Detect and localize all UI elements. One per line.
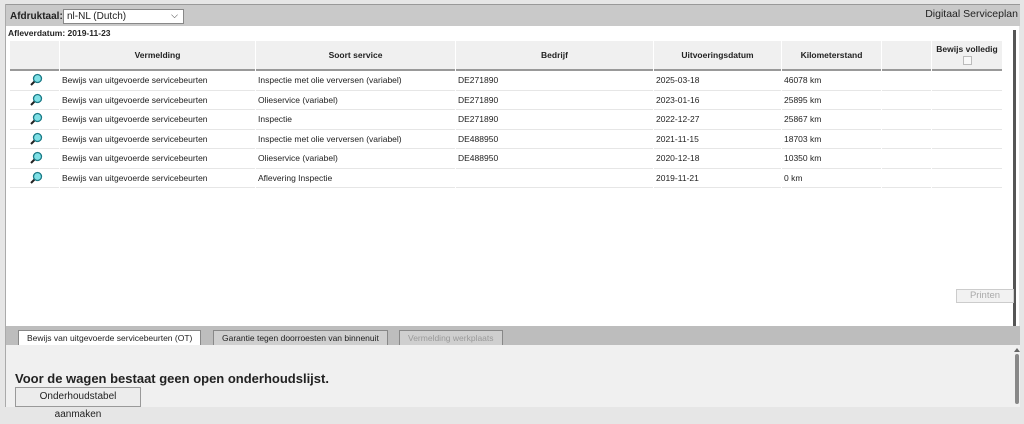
maintenance-panel: Voor de wagen bestaat geen open onderhou…	[6, 345, 1020, 420]
col-vermelding: Vermelding	[60, 41, 255, 71]
table-row[interactable]: Bewijs van uitgevoerde servicebeurten Ins…	[10, 71, 1002, 91]
table-row[interactable]: Bewijs van uitgevoerde servicebeurten Ins…	[10, 110, 1002, 130]
view-cell[interactable]	[10, 91, 59, 110]
cell-km: 18703 km	[782, 130, 881, 149]
tab-bewijs[interactable]: Bewijs van uitgevoerde servicebeurten (O…	[18, 330, 202, 345]
cell-datum: 2023-01-16	[654, 91, 781, 110]
cell-soort: Olieservice (variabel)	[256, 91, 455, 110]
cell-bewijs	[932, 91, 1002, 110]
cell-datum: 2020-12-18	[654, 149, 781, 169]
chevron-down-icon: ⌵	[171, 10, 178, 20]
cell-datum: 2021-11-15	[654, 130, 781, 149]
col-icon	[10, 41, 59, 71]
col-bewijs-label: Bewijs volledig	[936, 44, 998, 54]
cell-soort: Inspectie met olie verversen (variabel)	[256, 71, 455, 91]
cell-bewijs	[932, 169, 1002, 188]
col-bedrijf: Bedrijf	[456, 41, 653, 71]
view-cell[interactable]	[10, 110, 59, 130]
delivery-date: Afleverdatum: 2019-11-23	[8, 28, 111, 38]
col-uitvoeringsdatum: Uitvoeringsdatum	[654, 41, 781, 71]
cell-bedrijf: DE271890	[456, 91, 653, 110]
cell-empty	[882, 149, 931, 169]
cell-bewijs	[932, 71, 1002, 91]
cell-vermelding: Bewijs van uitgevoerde servicebeurten	[60, 149, 255, 169]
cell-soort: Aflevering Inspectie	[256, 169, 455, 188]
print-button[interactable]: Printen	[956, 289, 1014, 303]
cell-datum: 2025-03-18	[654, 71, 781, 91]
cell-soort: Inspectie	[256, 110, 455, 130]
cell-empty	[882, 91, 931, 110]
cell-bedrijf: DE488950	[456, 149, 653, 169]
view-cell[interactable]	[10, 149, 59, 169]
language-value: nl-NL (Dutch)	[67, 11, 127, 22]
table-row[interactable]: Bewijs van uitgevoerde servicebeurten Afl…	[10, 169, 1002, 188]
col-empty	[882, 41, 931, 71]
cell-empty	[882, 110, 931, 130]
cell-bedrijf: DE488950	[456, 130, 653, 149]
cell-bedrijf: DE271890	[456, 110, 653, 130]
cell-km: 0 km	[782, 169, 881, 188]
cell-datum: 2022-12-27	[654, 110, 781, 130]
cell-soort: Inspectie met olie verversen (variabel)	[256, 130, 455, 149]
col-soort-service: Soort service	[256, 41, 455, 71]
app-title: Digitaal Serviceplan	[925, 8, 1018, 20]
tab-bar: Bewijs van uitgevoerde servicebeurten (O…	[6, 326, 1020, 345]
col-kilometerstand: Kilometerstand	[782, 41, 881, 71]
magnifier-icon[interactable]	[29, 73, 43, 87]
magnifier-icon[interactable]	[29, 112, 43, 126]
tab-garantie[interactable]: Garantie tegen doorroesten van binnenuit	[213, 330, 388, 345]
cell-km: 10350 km	[782, 149, 881, 169]
create-maintenance-table-button[interactable]: Onderhoudstabel aanmaken	[15, 387, 141, 420]
cell-vermelding: Bewijs van uitgevoerde servicebeurten	[60, 130, 255, 149]
cell-km: 25895 km	[782, 91, 881, 110]
select-all-checkbox[interactable]	[962, 56, 972, 65]
magnifier-icon[interactable]	[29, 93, 43, 107]
cell-empty	[882, 71, 931, 91]
cell-bewijs	[932, 149, 1002, 169]
cell-bewijs	[932, 110, 1002, 130]
tab-vermelding-werkplaats[interactable]: Vermelding werkplaats	[399, 330, 503, 345]
magnifier-icon[interactable]	[29, 171, 43, 185]
cell-km: 25867 km	[782, 110, 881, 130]
scrollbar[interactable]	[1013, 30, 1016, 350]
cell-bedrijf: DE271890	[456, 71, 653, 91]
cell-datum: 2019-11-21	[654, 169, 781, 188]
cell-bewijs	[932, 130, 1002, 149]
service-table: Vermelding Soort service Bedrijf Uitvoer…	[9, 41, 1003, 188]
cell-soort: Olieservice (variabel)	[256, 149, 455, 169]
cell-empty	[882, 169, 931, 188]
magnifier-icon[interactable]	[29, 132, 43, 146]
view-cell[interactable]	[10, 169, 59, 188]
view-cell[interactable]	[10, 130, 59, 149]
cell-vermelding: Bewijs van uitgevoerde servicebeurten	[60, 91, 255, 110]
cell-empty	[882, 130, 931, 149]
language-label: Afdruktaal:	[10, 11, 63, 22]
view-cell[interactable]	[10, 71, 59, 91]
cell-km: 46078 km	[782, 71, 881, 91]
table-row[interactable]: Bewijs van uitgevoerde servicebeurten Oli…	[10, 91, 1002, 110]
scroll-up-arrow-icon[interactable]	[1014, 348, 1020, 352]
service-plan-panel: Afdruktaal: nl-NL (Dutch) ⌵ Digitaal Serv…	[5, 4, 1020, 420]
magnifier-icon[interactable]	[29, 151, 43, 165]
scroll-thumb[interactable]	[1015, 354, 1019, 404]
cell-vermelding: Bewijs van uitgevoerde servicebeurten	[60, 169, 255, 188]
bottom-scrollbar[interactable]	[1014, 345, 1020, 407]
col-bewijs-volledig: Bewijs volledig	[932, 41, 1002, 71]
language-select[interactable]: nl-NL (Dutch) ⌵	[63, 9, 184, 24]
cell-vermelding: Bewijs van uitgevoerde servicebeurten	[60, 110, 255, 130]
table-row[interactable]: Bewijs van uitgevoerde servicebeurten Oli…	[10, 149, 1002, 169]
cell-vermelding: Bewijs van uitgevoerde servicebeurten	[60, 71, 255, 91]
toolbar: Afdruktaal: nl-NL (Dutch) ⌵ Digitaal Serv…	[6, 4, 1020, 26]
cell-bedrijf	[456, 169, 653, 188]
table-row[interactable]: Bewijs van uitgevoerde servicebeurten Ins…	[10, 130, 1002, 149]
no-maintenance-message: Voor de wagen bestaat geen open onderhou…	[15, 371, 329, 386]
